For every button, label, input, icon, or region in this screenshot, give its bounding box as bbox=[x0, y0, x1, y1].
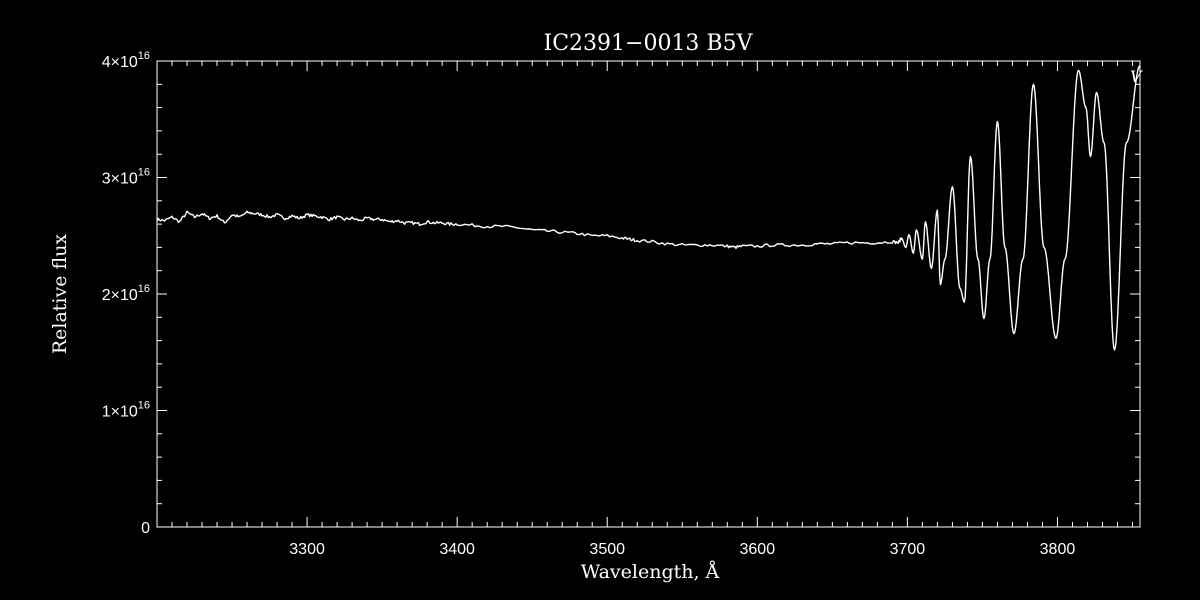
x-tick-label: 3700 bbox=[890, 541, 926, 558]
plot-frame bbox=[156, 60, 1141, 528]
y-tick-label: 0 bbox=[141, 520, 150, 537]
x-tick-label: 3800 bbox=[1040, 541, 1076, 558]
y-axis-label: Relative flux bbox=[49, 234, 71, 355]
y-tick-label: 2×1016 bbox=[102, 283, 150, 304]
x-axis-label: Wavelength, Å bbox=[581, 561, 720, 583]
y-axis-ticks: 0 1×1016 2×1016 3×1016 4×1016 bbox=[102, 50, 1140, 537]
corner-marker: V bbox=[1130, 67, 1143, 86]
x-tick-label: 3300 bbox=[289, 541, 325, 558]
x-axis-ticks: 3300 3400 3500 3600 3700 3800 bbox=[289, 61, 1075, 558]
flux-series-line bbox=[156, 65, 1141, 351]
x-tick-label: 3500 bbox=[589, 541, 625, 558]
minor-ticks bbox=[157, 61, 1140, 527]
y-tick-label: 3×1016 bbox=[102, 167, 150, 188]
x-tick-label: 3600 bbox=[740, 541, 776, 558]
y-tick-label: 1×1016 bbox=[102, 400, 150, 421]
x-tick-label: 3400 bbox=[439, 541, 475, 558]
chart-title: IC2391−0013 B5V bbox=[544, 31, 754, 56]
y-tick-label: 4×1016 bbox=[102, 50, 150, 71]
